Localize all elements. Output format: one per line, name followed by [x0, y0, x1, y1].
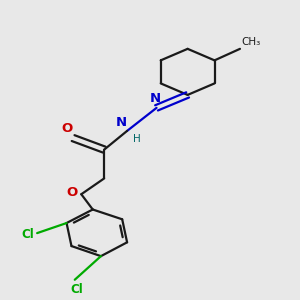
Text: Cl: Cl [21, 228, 34, 241]
Text: N: N [116, 116, 127, 129]
Text: O: O [61, 122, 72, 135]
Text: N: N [149, 92, 161, 105]
Text: O: O [67, 186, 78, 199]
Text: CH₃: CH₃ [242, 38, 261, 47]
Text: H: H [133, 134, 141, 144]
Text: Cl: Cl [70, 283, 83, 296]
